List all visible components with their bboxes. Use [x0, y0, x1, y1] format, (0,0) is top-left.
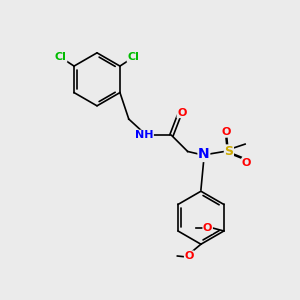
Text: O: O [177, 108, 187, 118]
Text: Cl: Cl [55, 52, 67, 62]
Text: NH: NH [135, 130, 153, 140]
Text: O: O [242, 158, 251, 168]
Text: N: N [198, 147, 210, 161]
Text: O: O [203, 223, 212, 233]
Text: S: S [224, 145, 233, 158]
Text: Cl: Cl [127, 52, 139, 62]
Text: O: O [184, 251, 194, 261]
Text: O: O [221, 127, 231, 137]
